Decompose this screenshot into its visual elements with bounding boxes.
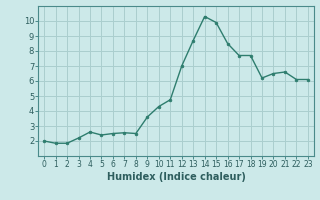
X-axis label: Humidex (Indice chaleur): Humidex (Indice chaleur) bbox=[107, 172, 245, 182]
